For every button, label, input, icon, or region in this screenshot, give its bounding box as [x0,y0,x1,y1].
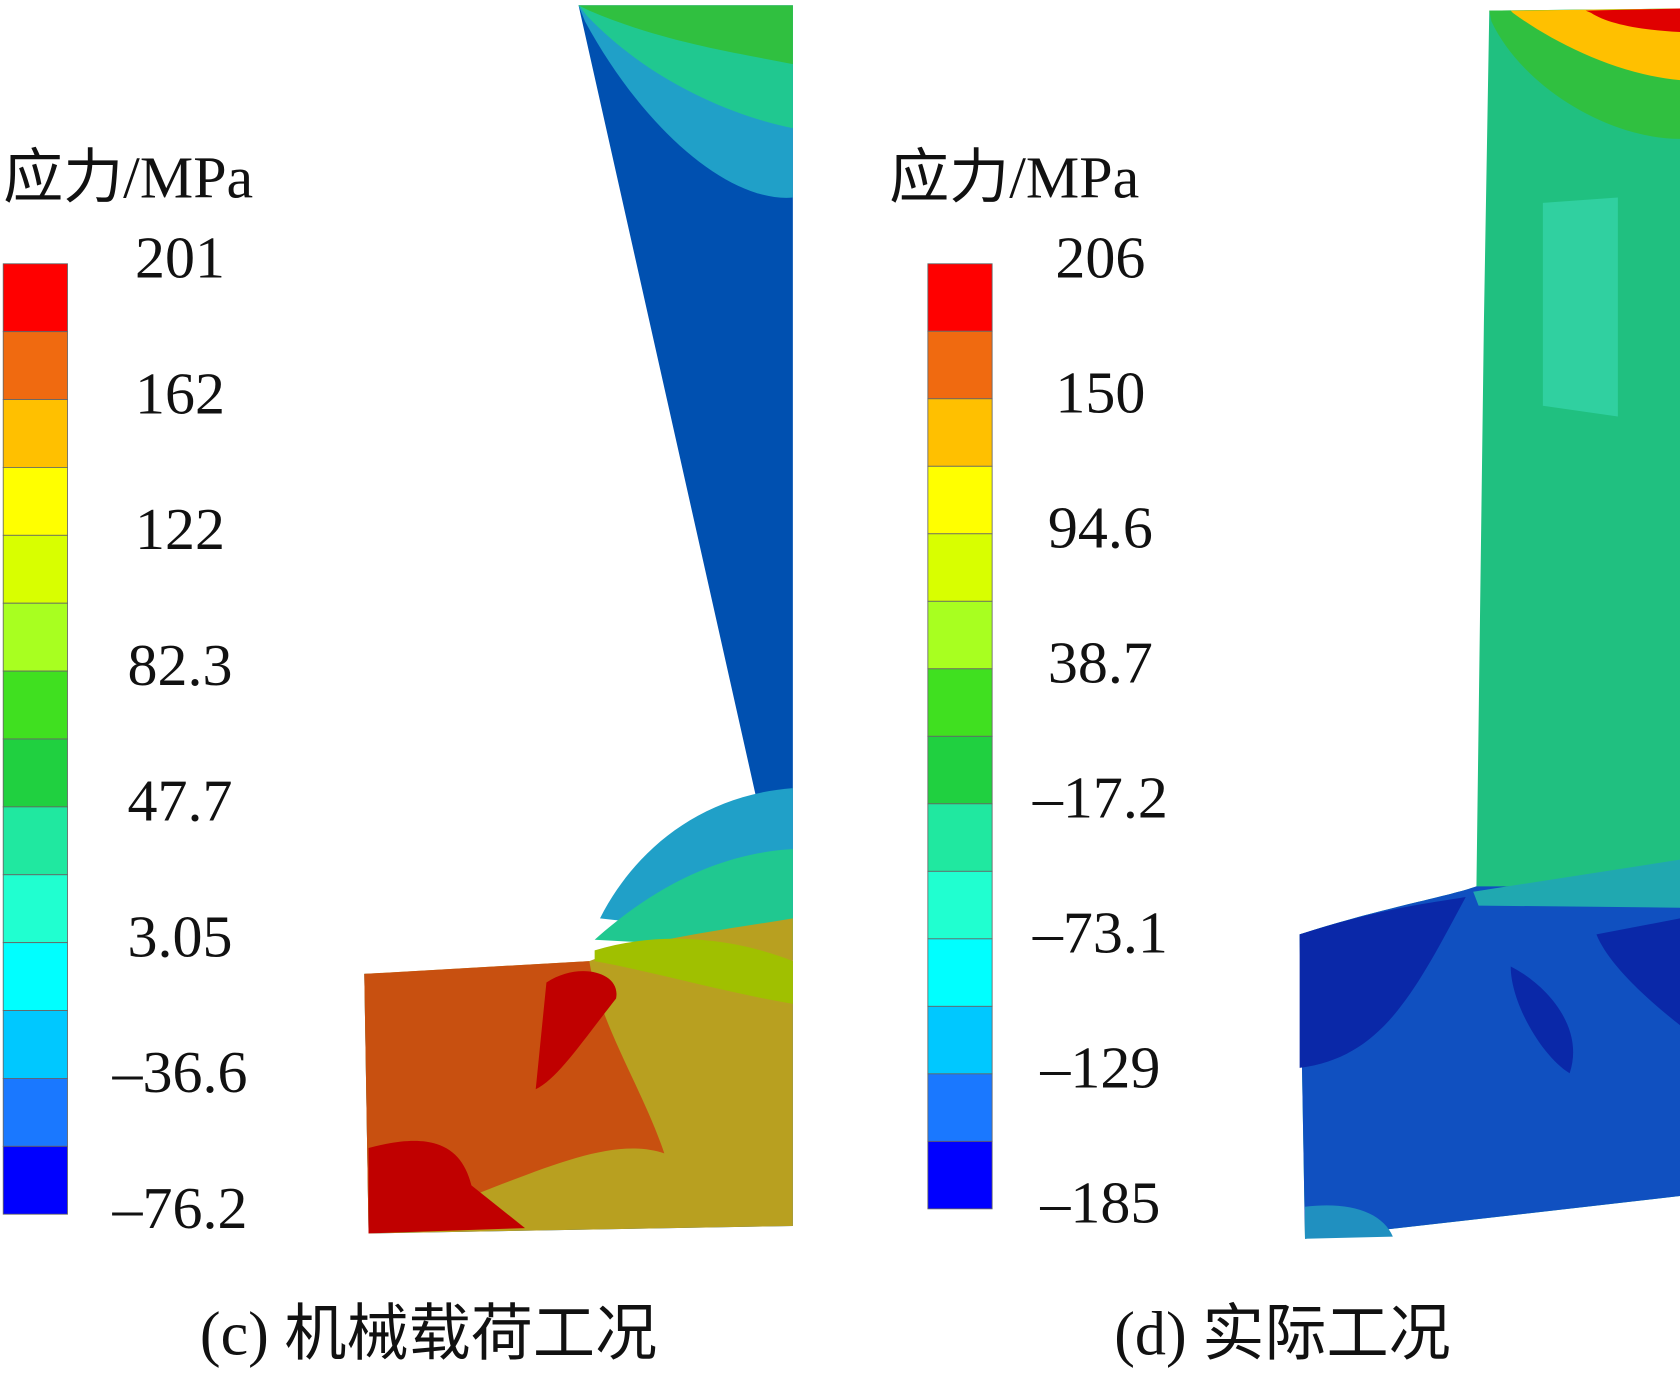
colorbar-segment [2,1145,68,1215]
legend-title: 应力/MPa [3,144,253,210]
legend-tick-label: –73.1 [1032,900,1168,966]
colorbar-segment [927,938,993,1007]
colorbar-segment [927,398,993,467]
caption: (c) 机械载荷工况 [200,1301,657,1369]
colorbar-segment [2,399,68,468]
colorbar-segment [2,942,68,1011]
legend-tick-label: 94.6 [1048,495,1153,561]
colorbar-segment [927,1140,993,1210]
colorbar-segment [2,874,68,944]
legend-tick-label: 38.7 [1048,630,1153,696]
colorbar-segment [927,735,993,805]
model-c [364,5,793,1234]
legend-tick-label: 3.05 [128,903,233,969]
legend-tick-label: –76.2 [112,1175,248,1241]
legend-tick-label: –17.2 [1032,765,1168,831]
colorbar-segment [2,670,68,740]
legend-tick-label: 47.7 [128,768,233,834]
colorbar-segment [2,263,68,333]
colorbar-segment [2,467,68,536]
colorbar-segment [927,465,993,535]
colorbar-segment [2,602,68,672]
legend-tick-label: 122 [135,496,225,562]
legend-tick-label: –36.6 [112,1039,248,1105]
model-d [1299,8,1680,1239]
legend-tick-label: 150 [1055,360,1145,426]
colorbar-segment [927,803,993,872]
colorbar-segment [2,534,68,604]
colorbar-segment [927,330,993,400]
legend-tick-label: –129 [1039,1035,1160,1101]
colorbar-segment [2,738,68,808]
colorbar-segment [927,1005,993,1075]
colorbar-segment [2,1078,68,1147]
legend-tick-label: 201 [135,225,225,291]
colorbar-segment [927,668,993,737]
colorbar-segment [927,1073,993,1142]
colorbar-segment [927,533,993,602]
legend-tick-label: 206 [1055,225,1145,291]
colorbar-segment [2,331,68,400]
legend-title: 应力/MPa [889,144,1139,210]
colorbar-segment [2,1010,68,1079]
colorbar-segment [2,806,68,876]
colorbar-segment [927,263,993,332]
legend-tick-label: 82.3 [128,632,233,698]
legend-tick-label: –185 [1039,1170,1160,1236]
colorbar-segment [927,870,993,940]
caption: (d) 实际工况 [1114,1301,1451,1369]
legend-tick-label: 162 [135,360,225,426]
colorbar-segment [927,600,993,670]
